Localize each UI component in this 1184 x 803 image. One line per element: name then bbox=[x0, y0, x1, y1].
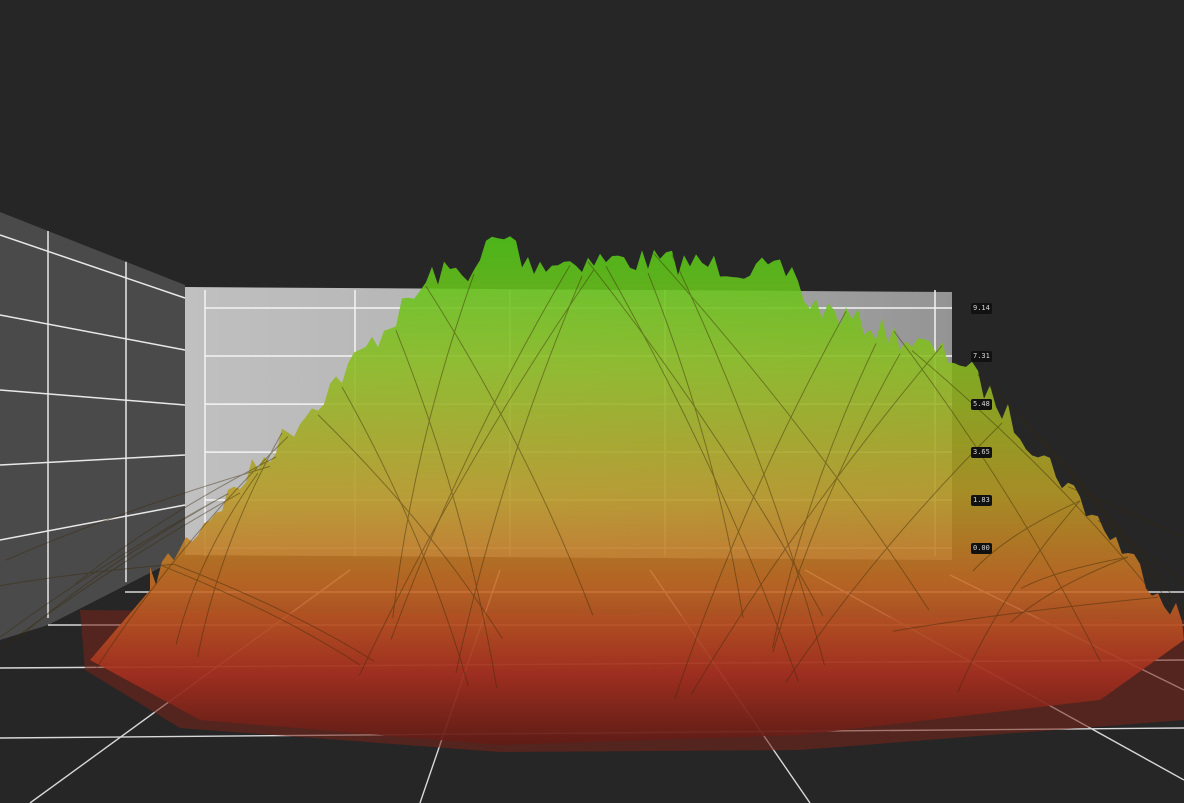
surface-ridge bbox=[772, 343, 877, 648]
surface-ridge bbox=[605, 266, 800, 683]
surface-ridge bbox=[390, 264, 571, 640]
surface-ridge bbox=[892, 596, 1159, 632]
z-tick-label: 1.83 bbox=[971, 494, 992, 506]
left-wall-gridline bbox=[0, 504, 186, 541]
surface-ridge bbox=[0, 493, 229, 639]
surface-ridge bbox=[957, 500, 1081, 693]
z-tick-label: 3.65 bbox=[971, 447, 992, 459]
surface-ridge bbox=[772, 353, 901, 653]
left-wall-gridline bbox=[0, 234, 186, 299]
surface-ridge bbox=[1021, 556, 1129, 589]
surface-ridge bbox=[395, 330, 498, 689]
surface-ridge bbox=[425, 285, 594, 616]
surface-ridge bbox=[972, 500, 1081, 572]
z-tick-label: 5.48 bbox=[971, 399, 992, 411]
surface-ridge bbox=[341, 386, 469, 686]
surface-ridge bbox=[653, 253, 930, 611]
left-wall-gridline bbox=[0, 314, 186, 351]
surface-ridge bbox=[893, 330, 1102, 663]
surface-ridge bbox=[0, 492, 241, 651]
surface-ridge bbox=[0, 563, 175, 587]
surface-ridge bbox=[5, 465, 271, 561]
surface-ridge bbox=[175, 472, 259, 645]
surface-ridge bbox=[1067, 486, 1184, 538]
surface-ridge bbox=[977, 374, 1184, 613]
surface-ridge bbox=[587, 261, 824, 616]
surface-ridge bbox=[197, 432, 283, 658]
surface-ridge bbox=[647, 272, 744, 618]
surface-ridge bbox=[317, 414, 503, 639]
surface-ridge bbox=[161, 565, 361, 666]
surface-ridge bbox=[358, 269, 595, 676]
surface-ridge bbox=[674, 311, 847, 700]
surface-ridge bbox=[977, 374, 1173, 609]
surface-ridge bbox=[455, 275, 583, 674]
surface-ridge bbox=[671, 254, 825, 666]
z-tick-label: 9.14 bbox=[971, 303, 992, 314]
surface-ridge bbox=[911, 350, 1150, 590]
surface-ridge bbox=[392, 273, 475, 618]
surface-ridge bbox=[785, 422, 1003, 684]
z-tick-label: 0.00 bbox=[971, 543, 992, 554]
surface-ridge bbox=[96, 436, 289, 669]
left-wall-gridline bbox=[0, 454, 186, 466]
surface-ridge bbox=[1097, 519, 1184, 582]
left-wall bbox=[0, 212, 185, 640]
z-tick-label: 7.31 bbox=[971, 351, 992, 363]
surface-ridge bbox=[173, 563, 375, 662]
surface-ridge bbox=[690, 345, 943, 695]
left-wall-gridline bbox=[0, 389, 186, 406]
surface-mesh bbox=[90, 236, 1184, 745]
surface-ridge bbox=[1010, 556, 1129, 623]
surface-ridge bbox=[18, 493, 229, 639]
surface-ridge bbox=[75, 456, 277, 585]
